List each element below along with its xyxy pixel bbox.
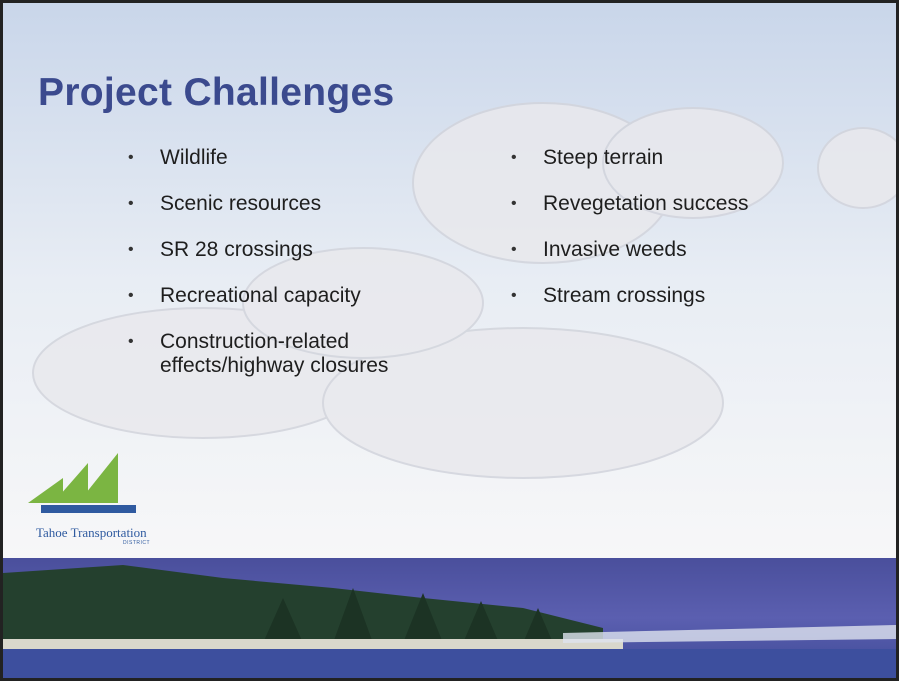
bullet-list: Wildlife Scenic resources SR 28 crossings R… xyxy=(128,146,428,400)
bullet-item: Recreational capacity xyxy=(128,284,428,308)
bullet-item: Wildlife xyxy=(128,146,428,170)
bullet-item: Scenic resources xyxy=(128,192,428,216)
bullet-item: Revegetation success xyxy=(511,192,831,216)
logo-subtitle: DISTRICT xyxy=(123,540,150,546)
bullet-item: Invasive weeds xyxy=(511,238,831,262)
bullet-item: Steep terrain xyxy=(511,146,831,170)
bullet-list: Steep terrain Revegetation success Invasiv… xyxy=(511,146,831,330)
slide-title: Project Challenges xyxy=(38,71,395,115)
bullet-item: SR 28 crossings xyxy=(128,238,428,262)
bullet-item: Stream crossings xyxy=(511,284,831,308)
bullet-item: Construction-related effects/highway clo… xyxy=(128,330,428,378)
logo-text: Tahoe Transportation xyxy=(36,525,147,541)
slide: Project Challenges Wildlife Scenic resour… xyxy=(0,0,899,681)
